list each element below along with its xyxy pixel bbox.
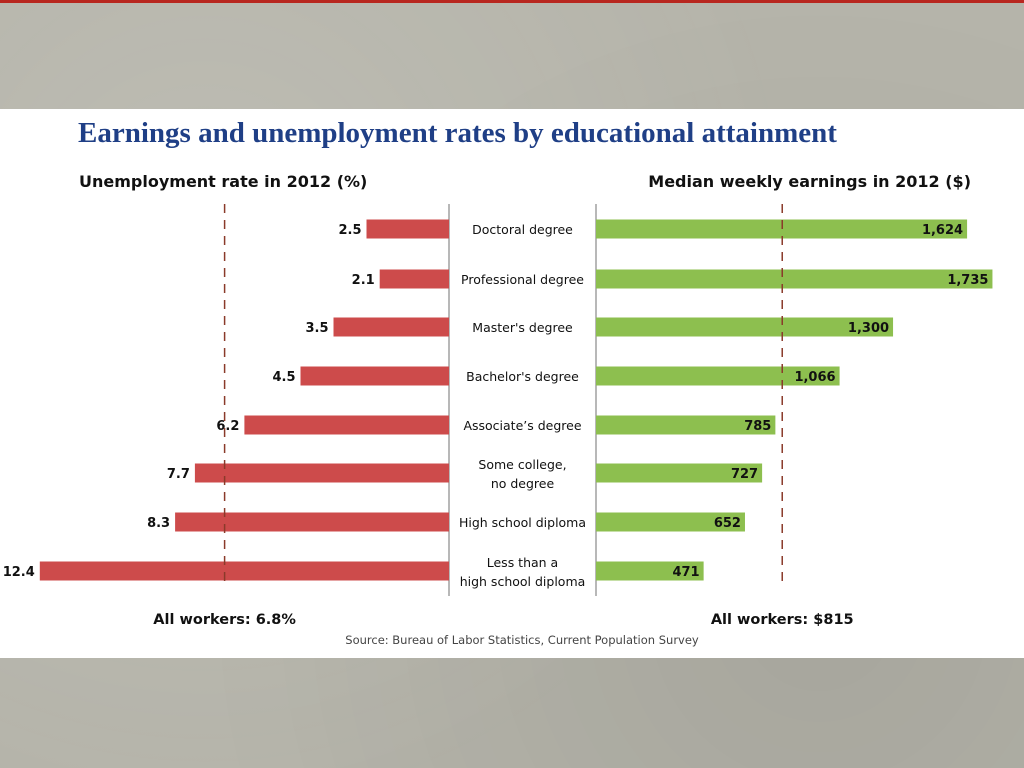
earnings-bar-high-school-diploma — [596, 512, 745, 532]
earnings-bar-less-than-a-high-school-diploma — [596, 561, 704, 581]
earnings-bar-some-college-no-degree — [596, 463, 763, 483]
earnings-value-label: 1,300 — [848, 321, 889, 336]
earnings-bar-master-s-degree — [596, 317, 894, 337]
unemployment-bar-less-than-a-high-school-diploma — [39, 561, 450, 581]
earnings-value-label: 1,066 — [794, 370, 835, 385]
source-note: Source: Bureau of Labor Statistics, Curr… — [345, 633, 699, 647]
category-label-line: high school diploma — [460, 574, 586, 589]
category-label-master-s-degree: Master's degree — [472, 320, 573, 335]
earnings-value-label: 727 — [731, 467, 758, 482]
earnings-subtitle: Median weekly earnings in 2012 ($) — [648, 172, 971, 191]
category-label-professional-degree: Professional degree — [461, 272, 584, 287]
unemployment-bar-bachelor-s-degree — [300, 366, 449, 386]
earnings-bar-associate-s-degree — [596, 415, 776, 435]
category-label-associate-s-degree: Associate’s degree — [463, 418, 581, 433]
unemployment-subtitle: Unemployment rate in 2012 (%) — [79, 172, 368, 191]
earnings-bar-bachelor-s-degree — [596, 366, 840, 386]
unemployment-value-label: 6.2 — [216, 419, 239, 434]
category-label-bachelor-s-degree: Bachelor's degree — [466, 369, 579, 384]
earnings-value-label: 1,735 — [947, 273, 988, 288]
unemployment-value-label: 2.5 — [338, 223, 361, 238]
earnings-value-label: 652 — [714, 516, 741, 531]
unemployment-all-workers-label: All workers: 6.8% — [153, 612, 296, 628]
chart-svg: 2.5 1,624 Doctoral degree 2.1 1,735 Professio… — [3, 204, 993, 628]
unemployment-bar-professional-degree — [379, 269, 449, 289]
unemployment-bar-master-s-degree — [333, 317, 449, 337]
unemployment-value-label: 4.5 — [272, 370, 295, 385]
category-label-high-school-diploma: High school diploma — [459, 515, 586, 530]
category-label-doctoral-degree: Doctoral degree — [472, 222, 573, 237]
earnings-value-label: 471 — [672, 565, 699, 580]
unemployment-value-label: 8.3 — [147, 516, 170, 531]
slide-top-rule — [0, 0, 1024, 3]
chart-title: Earnings and unemployment rates by educa… — [78, 117, 837, 149]
unemployment-bar-some-college-no-degree — [194, 463, 449, 483]
unemployment-value-label: 12.4 — [3, 565, 35, 580]
category-label-less-than-a-high-school-diploma: Less than a high school diploma — [460, 555, 586, 589]
unemployment-value-label: 7.7 — [167, 467, 190, 482]
earnings-value-label: 1,624 — [922, 223, 963, 238]
unemployment-bar-high-school-diploma — [175, 512, 449, 532]
unemployment-value-label: 3.5 — [305, 321, 328, 336]
unemployment-bar-doctoral-degree — [366, 219, 449, 239]
earnings-value-label: 785 — [744, 419, 771, 434]
earnings-bar-professional-degree — [596, 269, 993, 289]
unemployment-value-label: 2.1 — [352, 273, 375, 288]
category-label-line: Less than a — [487, 555, 558, 570]
category-label-line: Some college, — [478, 457, 566, 472]
unemployment-bar-associate-s-degree — [244, 415, 449, 435]
chart-panel: 2.5 1,624 Doctoral degree 2.1 1,735 Professio… — [0, 109, 1024, 658]
category-label-line: no degree — [491, 476, 555, 491]
earnings-all-workers-label: All workers: $815 — [711, 612, 854, 628]
category-label-some-college-no-degree: Some college, no degree — [478, 457, 566, 491]
